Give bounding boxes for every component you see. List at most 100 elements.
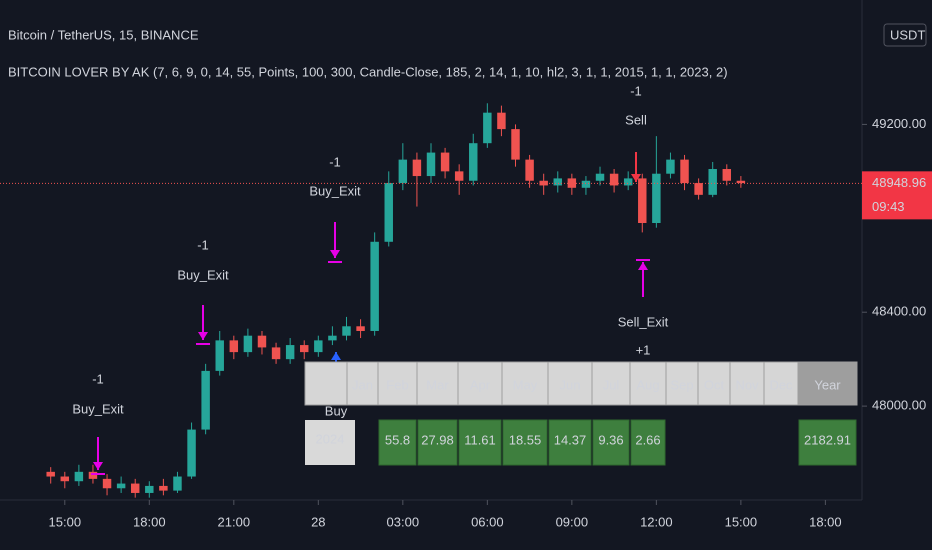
table-value-cell [378,419,417,466]
table-header: Nov [735,377,759,392]
candle-body [243,335,253,353]
candle-body [173,476,182,491]
table-header-cell [416,361,459,406]
table-header: Sep [670,377,693,392]
signal-qty: +1 [636,342,651,357]
currency-label[interactable]: USDT [890,27,925,42]
table-header: Mar [426,377,449,392]
table-value: 11.61 [464,432,496,447]
candle-body [525,159,534,181]
table-row-label-cell [305,420,355,465]
candle-body [145,485,154,493]
signal-arrow-head [330,250,340,258]
candle-body [638,178,647,224]
candle-body [116,483,126,489]
candle-body [454,171,464,181]
table-header: Year [814,377,841,392]
table-header: Aug [636,377,659,392]
signal-label: Sell_Exit [618,314,669,329]
signal-qty: -1 [630,83,642,98]
table-value-cell [798,419,857,466]
candle-body [314,340,323,353]
candle-body [130,483,140,493]
candle-body [201,370,210,430]
candle-body [342,326,351,336]
candle-body [581,180,591,188]
signal-label: Sell [625,112,647,127]
signal-arrow-head [638,262,648,270]
table-value: 18.55 [509,432,542,447]
chart-title: Bitcoin / TetherUS, 15, BINANCE [8,27,199,42]
current-price-box [862,171,932,220]
candle-body [257,335,267,348]
candle-body [159,485,168,491]
candle-body [102,478,112,489]
signal-qty: -1 [329,154,341,169]
table-value-cell [630,419,666,466]
signal-qty: -1 [197,237,209,252]
signal-arrow-head [93,462,103,470]
candle-body [60,476,70,482]
x-tick-label: 18:00 [133,514,166,529]
y-tick-label: 48400.00 [872,304,926,319]
candle-body [483,112,492,144]
candle-body [88,471,98,479]
candle-body [680,159,689,184]
table-header-cell [591,361,631,406]
table-header-cell [763,361,799,406]
candle-body [412,159,422,177]
table-header-cell [501,361,549,406]
candle-body [74,471,84,482]
signal-label: Buy [325,403,348,418]
candle-body [328,335,337,341]
table-corner [304,361,348,406]
currency-button[interactable] [883,23,927,47]
candle-body [187,429,196,477]
table-value: 2.66 [635,432,660,447]
table-value-cell [417,419,458,466]
x-tick-label: 28 [311,514,325,529]
table-value: 9.36 [598,432,623,447]
table-value: 14.37 [554,432,587,447]
candle-body [285,345,295,360]
x-tick-label: 21:00 [218,514,251,529]
candle-body [215,340,224,371]
candle-body [46,471,55,477]
table-value: 55.8 [385,432,410,447]
candle-body [652,173,661,224]
x-tick-label: 18:00 [809,514,842,529]
candle-body [553,178,562,186]
y-tick-label: 49200.00 [872,116,926,131]
table-value-cell [548,419,592,466]
candle-body [384,183,393,242]
x-tick-label: 15:00 [49,514,82,529]
candle-body [356,326,365,331]
x-tick-label: 12:00 [640,514,673,529]
current-price-label: 48948.96 [872,175,926,190]
signal-label: Buy_Exit [177,267,229,282]
candle-body [694,183,703,195]
table-value: 27.98 [421,432,454,447]
candle-body [271,347,281,360]
candle-body [567,178,577,188]
signal-arrow-head [631,174,641,182]
candle-body [623,178,633,186]
candle-body [511,129,520,160]
candle-body [708,169,717,195]
candle-body [398,159,408,184]
signal-label: Buy_Exit [72,401,124,416]
indicator-label: BITCOIN LOVER BY AK (7, 6, 9, 0, 14, 55,… [8,64,728,79]
table-row-label: 2024 [316,431,345,446]
table-header-cell [346,361,379,406]
candle-body [497,112,506,130]
candle-body [440,152,450,172]
x-tick-label: 15:00 [725,514,758,529]
table-header: May [513,377,538,392]
table-value: 2182.91 [804,432,851,447]
table-value-cell [502,419,548,466]
signal-arrow-head [331,352,341,360]
candle-body [609,173,619,186]
candle-body [229,340,239,353]
